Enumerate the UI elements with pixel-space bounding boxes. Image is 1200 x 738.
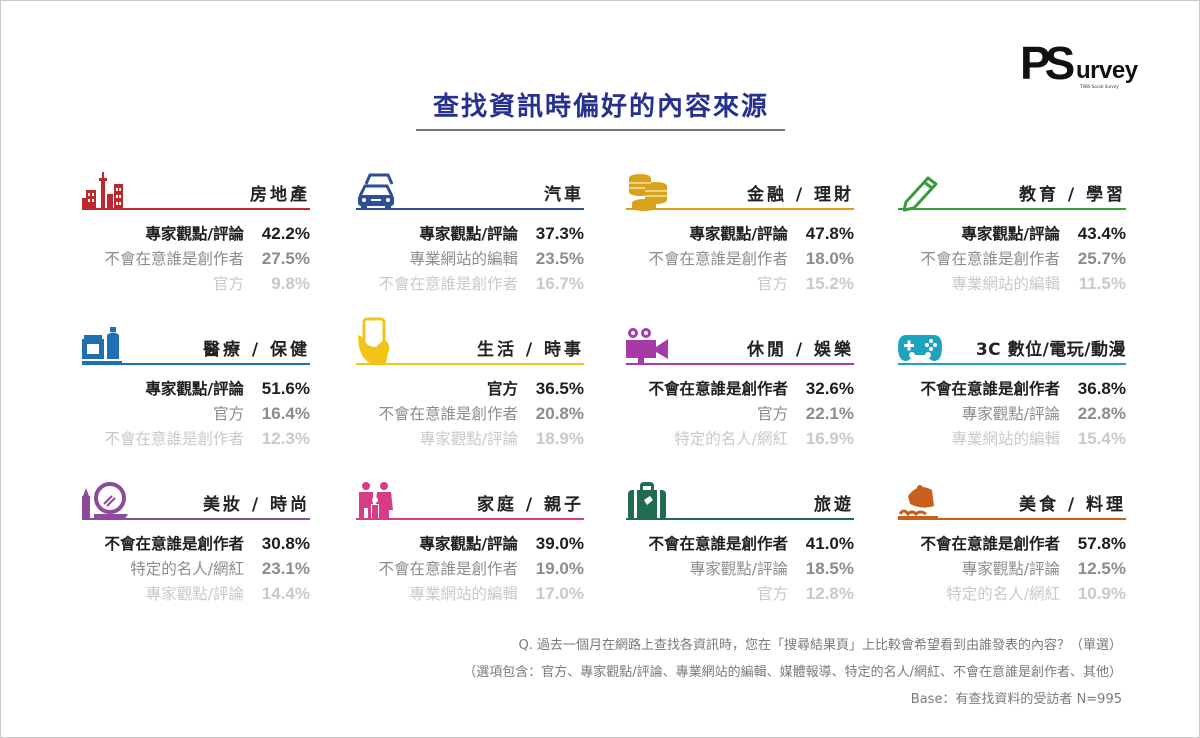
- result-row-1: 專家觀點/評論 51.6%: [145, 379, 310, 398]
- category-rule: [898, 208, 1126, 210]
- result-row-3: 專業網站的編輯 11.5%: [951, 274, 1126, 293]
- result-row-3: 不會在意誰是創作者 12.3%: [104, 429, 310, 448]
- result-row-3: 特定的名人/網紅 16.9%: [674, 429, 854, 448]
- result-row-2: 不會在意誰是創作者 18.0%: [648, 249, 854, 268]
- category-card-real-estate: 房地產 專家觀點/評論 42.2% 不會在意誰是創作者 27.5% 官方 9.8%: [82, 170, 310, 310]
- category-card-family: 家庭 / 親子 專家觀點/評論 39.0% 不會在意誰是創作者 19.0% 專業網站…: [356, 480, 584, 620]
- page-title: 查找資訊時偏好的內容來源: [432, 92, 769, 122]
- title-underline: [416, 129, 785, 131]
- result-row-1: 官方 36.5%: [486, 379, 584, 398]
- result-row-1: 專家觀點/評論 37.3%: [419, 224, 584, 243]
- result-row-3: 專業網站的編輯 17.0%: [409, 584, 584, 603]
- result-row-2: 不會在意誰是創作者 27.5%: [104, 249, 310, 268]
- result-row-1: 不會在意誰是創作者 36.8%: [920, 379, 1126, 398]
- medicine-bottles-icon: [82, 327, 122, 364]
- video-camera-icon: [626, 328, 668, 364]
- result-row-3: 官方 15.2%: [756, 274, 854, 293]
- category-card-cars: 汽車 專家觀點/評論 37.3% 專業網站的編輯 23.5% 不會在意誰是創作者 16…: [356, 170, 584, 310]
- category-rule: [82, 363, 310, 365]
- coins-icon: [629, 174, 667, 211]
- category-card-food: 美食 / 料理 不會在意誰是創作者 57.8% 專家觀點/評論 12.5% 特定的名…: [898, 480, 1126, 620]
- category-rule: [898, 363, 1126, 365]
- category-card-health: 醫療 / 保健 專家觀點/評論 51.6% 官方 16.4% 不會在意誰是創作者 12…: [82, 325, 310, 465]
- category-card-3c-gaming: 3C 數位/電玩/動漫 不會在意誰是創作者 36.8% 專家觀點/評論 22.8% …: [898, 325, 1126, 465]
- category-title: 美食 / 料理: [1018, 495, 1126, 515]
- hand-phone-icon: [358, 317, 390, 363]
- result-row-1: 專家觀點/評論 43.4%: [961, 224, 1126, 243]
- result-row-2: 專家觀點/評論 18.5%: [689, 559, 854, 578]
- sample-base: Base：有查找資料的受訪者 N=995: [910, 692, 1122, 707]
- category-title: 3C 數位/電玩/動漫: [975, 340, 1126, 360]
- category-card-life: 生活 / 時事 官方 36.5% 不會在意誰是創作者 20.8% 專家觀點/評論 18…: [356, 317, 584, 465]
- logo-ps: PS: [1020, 37, 1075, 89]
- category-card-leisure: 休閒 / 娛樂 不會在意誰是創作者 32.6% 官方 22.1% 特定的名人/網紅 1…: [626, 325, 854, 465]
- category-title: 家庭 / 親子: [476, 495, 584, 515]
- result-row-2: 官方 16.4%: [212, 404, 310, 423]
- result-row-3: 特定的名人/網紅 10.9%: [946, 584, 1126, 603]
- category-rule: [626, 518, 854, 520]
- result-row-2: 不會在意誰是創作者 25.7%: [920, 249, 1126, 268]
- result-row-1: 不會在意誰是創作者 30.8%: [104, 534, 310, 553]
- family-icon: [359, 482, 393, 520]
- result-row-2: 特定的名人/網紅 23.1%: [130, 559, 310, 578]
- category-card-beauty: 美妝 / 時尚 不會在意誰是創作者 30.8% 特定的名人/網紅 23.1% 專家觀…: [82, 480, 310, 620]
- result-row-1: 專家觀點/評論 47.8%: [689, 224, 854, 243]
- result-row-1: 不會在意誰是創作者 41.0%: [648, 534, 854, 553]
- category-title: 醫療 / 保健: [202, 340, 310, 360]
- category-rule: [82, 208, 310, 210]
- gamepad-icon: [898, 335, 942, 361]
- food-cloche-icon: [898, 485, 938, 519]
- logo-subtext: TVBS Social Survey: [1080, 84, 1119, 89]
- city-skyline-icon: [82, 172, 123, 210]
- result-row-1: 專家觀點/評論 39.0%: [419, 534, 584, 553]
- category-card-finance: 金融 / 理財 專家觀點/評論 47.8% 不會在意誰是創作者 18.0% 官方 15…: [626, 170, 854, 310]
- category-title: 休閒 / 娛樂: [746, 340, 854, 360]
- result-row-2: 官方 22.1%: [756, 404, 854, 423]
- category-title: 美妝 / 時尚: [202, 495, 310, 515]
- result-row-2: 專家觀點/評論 12.5%: [961, 559, 1126, 578]
- result-row-3: 官方 9.8%: [212, 274, 310, 293]
- category-title: 房地產: [250, 185, 310, 205]
- category-rule: [626, 208, 854, 210]
- result-row-2: 專業網站的編輯 23.5%: [409, 249, 584, 268]
- result-row-3: 不會在意誰是創作者 16.7%: [378, 274, 584, 293]
- result-row-1: 專家觀點/評論 42.2%: [145, 224, 310, 243]
- category-title: 生活 / 時事: [476, 340, 584, 360]
- result-row-3: 專業網站的編輯 15.4%: [951, 429, 1126, 448]
- lipstick-mirror-icon: [82, 482, 128, 520]
- category-rule: [626, 363, 854, 365]
- category-rule: [356, 363, 584, 365]
- category-rule: [82, 518, 310, 520]
- suitcase-icon: [628, 482, 666, 520]
- category-title: 旅遊: [814, 495, 854, 515]
- result-row-2: 不會在意誰是創作者 20.8%: [378, 404, 584, 423]
- pssurvey-logo: PS urvey TVBS Social Survey: [1020, 40, 1155, 92]
- result-row-3: 專家觀點/評論 14.4%: [145, 584, 310, 603]
- cars-icon: [358, 173, 394, 210]
- category-title: 教育 / 學習: [1018, 185, 1126, 205]
- result-row-1: 不會在意誰是創作者 57.8%: [920, 534, 1126, 553]
- category-rule: [356, 518, 584, 520]
- result-row-2: 不會在意誰是創作者 19.0%: [378, 559, 584, 578]
- options-note: （選項包含：官方、專家觀點/評論、專業網站的編輯、媒體報導、特定的名人/網紅、不…: [463, 665, 1122, 680]
- category-card-travel: 旅遊 不會在意誰是創作者 41.0% 專家觀點/評論 18.5% 官方 12.8%: [626, 480, 854, 620]
- pencil-icon: [902, 176, 938, 212]
- survey-question: Q. 過去一個月在網路上查找各資訊時，您在「搜尋結果頁」上比較會希望看到由誰發表…: [518, 638, 1123, 653]
- category-rule: [898, 518, 1126, 520]
- result-row-2: 專家觀點/評論 22.8%: [961, 404, 1126, 423]
- logo-urvey: urvey: [1076, 57, 1138, 84]
- category-card-education: 教育 / 學習 專家觀點/評論 43.4% 不會在意誰是創作者 25.7% 專業網站…: [898, 170, 1126, 310]
- category-title: 金融 / 理財: [746, 185, 854, 205]
- footnote: Q. 過去一個月在網路上查找各資訊時，您在「搜尋結果頁」上比較會希望看到由誰發表…: [463, 632, 1122, 713]
- result-row-3: 專家觀點/評論 18.9%: [419, 429, 584, 448]
- category-title: 汽車: [544, 185, 584, 205]
- result-row-3: 官方 12.8%: [756, 584, 854, 603]
- result-row-1: 不會在意誰是創作者 32.6%: [648, 379, 854, 398]
- category-rule: [356, 208, 584, 210]
